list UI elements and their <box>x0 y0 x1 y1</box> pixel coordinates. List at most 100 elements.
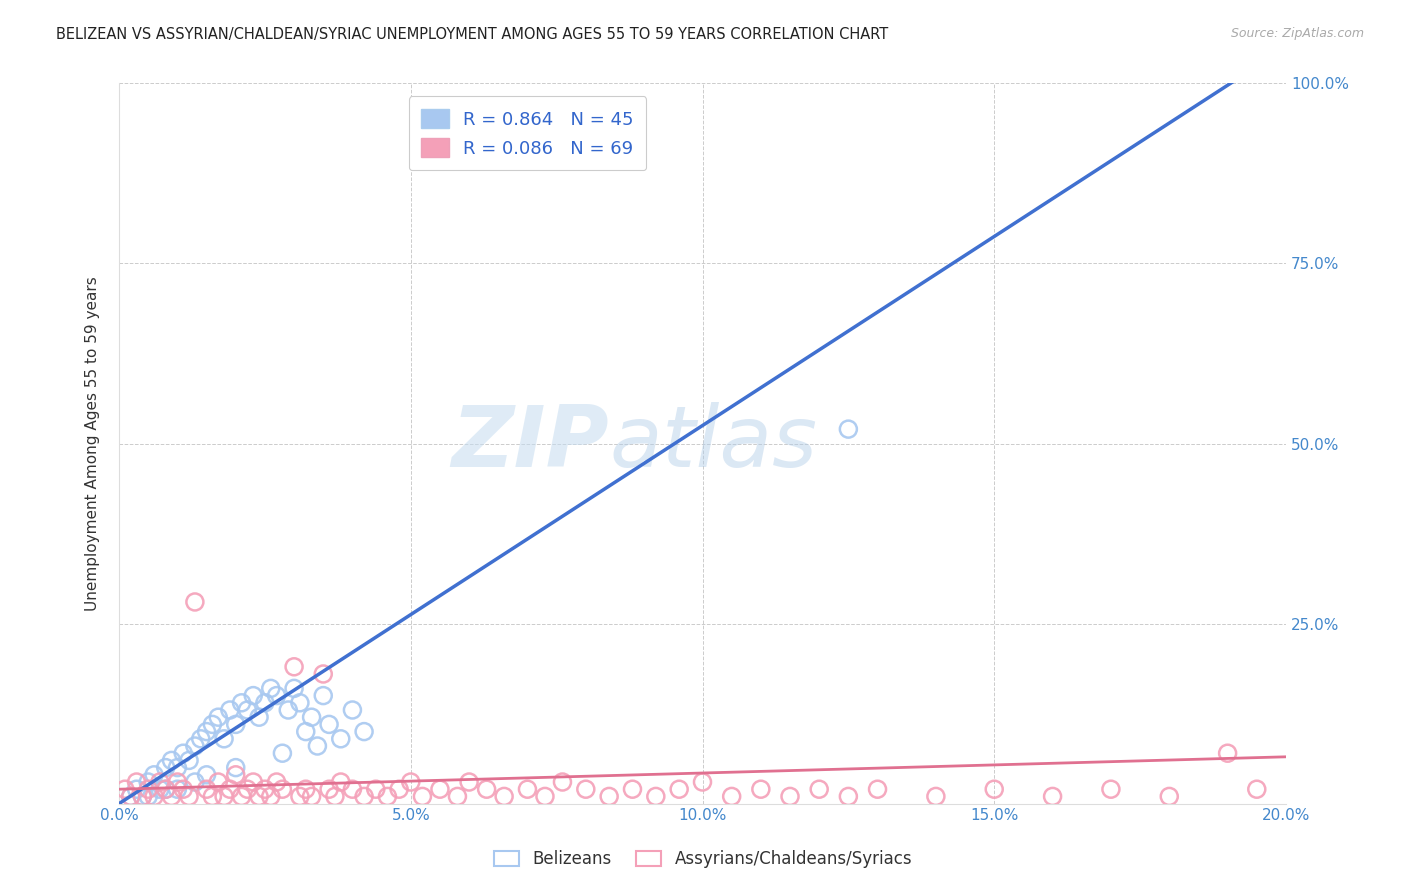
Point <box>219 782 242 797</box>
Point <box>364 782 387 797</box>
Point <box>692 775 714 789</box>
Point <box>236 703 259 717</box>
Point <box>120 789 142 804</box>
Point <box>149 775 172 789</box>
Point <box>155 782 177 797</box>
Point <box>212 789 235 804</box>
Point <box>236 782 259 797</box>
Point <box>195 724 218 739</box>
Point <box>160 789 183 804</box>
Point <box>125 782 148 797</box>
Point <box>458 775 481 789</box>
Point <box>247 789 270 804</box>
Point <box>225 768 247 782</box>
Point <box>231 789 253 804</box>
Point <box>195 768 218 782</box>
Point <box>172 782 194 797</box>
Point <box>266 775 288 789</box>
Point <box>166 761 188 775</box>
Point <box>195 782 218 797</box>
Point <box>668 782 690 797</box>
Point <box>983 782 1005 797</box>
Point <box>342 703 364 717</box>
Point <box>388 782 411 797</box>
Point <box>253 782 276 797</box>
Point <box>1246 782 1268 797</box>
Legend: R = 0.864   N = 45, R = 0.086   N = 69: R = 0.864 N = 45, R = 0.086 N = 69 <box>409 96 647 170</box>
Point <box>301 789 323 804</box>
Y-axis label: Unemployment Among Ages 55 to 59 years: Unemployment Among Ages 55 to 59 years <box>86 277 100 611</box>
Point <box>143 768 166 782</box>
Point <box>155 782 177 797</box>
Point <box>219 703 242 717</box>
Point <box>342 782 364 797</box>
Point <box>837 422 859 436</box>
Point <box>247 710 270 724</box>
Point <box>149 782 172 797</box>
Point <box>160 753 183 767</box>
Point <box>277 703 299 717</box>
Point <box>288 789 311 804</box>
Point <box>201 789 224 804</box>
Legend: Belizeans, Assyrians/Chaldeans/Syriacs: Belizeans, Assyrians/Chaldeans/Syriacs <box>486 844 920 875</box>
Point <box>155 761 177 775</box>
Point <box>184 775 207 789</box>
Point <box>136 775 159 789</box>
Point <box>177 753 200 767</box>
Point <box>318 782 340 797</box>
Point <box>312 689 335 703</box>
Point <box>283 681 305 696</box>
Point <box>644 789 666 804</box>
Point <box>120 789 142 804</box>
Text: Source: ZipAtlas.com: Source: ZipAtlas.com <box>1230 27 1364 40</box>
Point <box>551 775 574 789</box>
Point <box>225 761 247 775</box>
Point <box>1216 746 1239 760</box>
Point <box>494 789 516 804</box>
Point <box>399 775 422 789</box>
Point <box>720 789 742 804</box>
Point <box>136 789 159 804</box>
Point <box>1042 789 1064 804</box>
Point <box>837 789 859 804</box>
Point <box>143 789 166 804</box>
Point <box>260 681 283 696</box>
Point <box>925 789 948 804</box>
Point <box>125 775 148 789</box>
Point <box>475 782 498 797</box>
Point <box>377 789 399 804</box>
Point <box>323 789 346 804</box>
Point <box>260 789 283 804</box>
Point <box>253 696 276 710</box>
Point <box>231 696 253 710</box>
Point <box>749 782 772 797</box>
Point <box>312 667 335 681</box>
Point <box>353 789 375 804</box>
Point <box>271 782 294 797</box>
Point <box>598 789 620 804</box>
Point <box>575 782 598 797</box>
Point <box>225 717 247 731</box>
Point <box>242 775 264 789</box>
Point <box>172 746 194 760</box>
Text: ZIP: ZIP <box>451 402 609 485</box>
Point <box>184 595 207 609</box>
Point <box>136 782 159 797</box>
Point <box>866 782 889 797</box>
Point <box>329 731 352 746</box>
Point <box>1099 782 1122 797</box>
Point <box>184 739 207 753</box>
Point <box>242 689 264 703</box>
Point <box>353 724 375 739</box>
Point <box>621 782 644 797</box>
Point <box>318 717 340 731</box>
Point <box>446 789 468 804</box>
Point <box>307 739 329 753</box>
Point <box>166 775 188 789</box>
Point <box>212 731 235 746</box>
Point <box>294 724 316 739</box>
Point <box>1159 789 1181 804</box>
Point <box>114 782 136 797</box>
Point <box>166 782 188 797</box>
Point <box>271 746 294 760</box>
